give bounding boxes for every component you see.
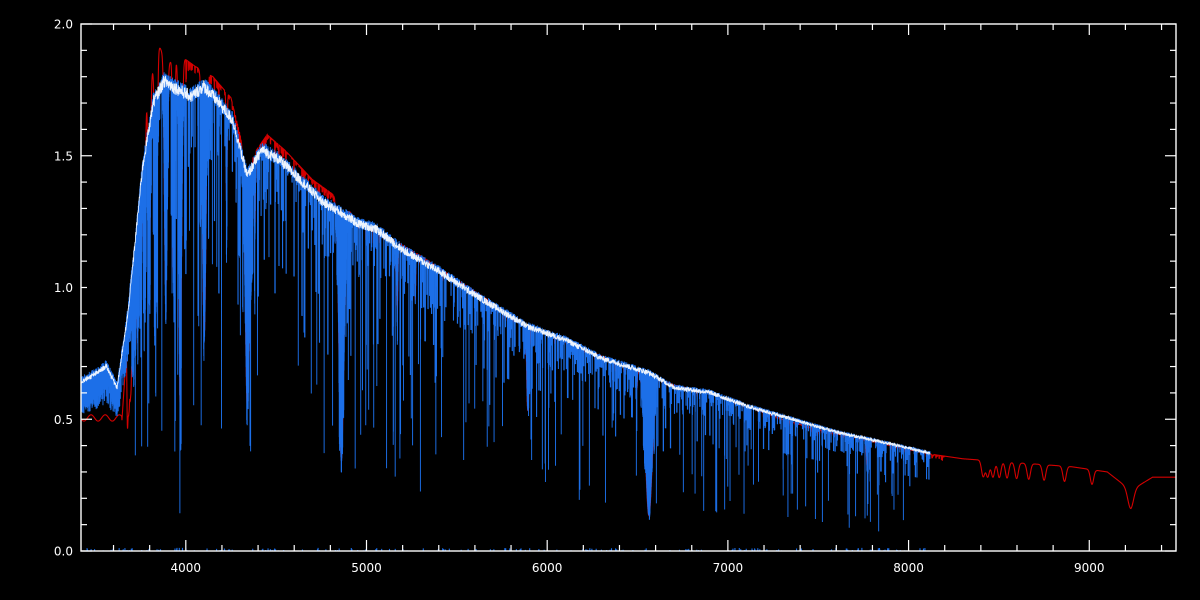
- tick-label-layer: 4000 5000 6000 7000 8000 9000 0.0 0.5 1.0 1.5 2.0: [54, 18, 1105, 576]
- x-tick-label: 8000: [893, 561, 924, 575]
- y-tick-label: 1.0: [54, 281, 73, 295]
- y-tick-label: 2.0: [54, 18, 73, 32]
- x-tick-label: 7000: [713, 561, 744, 575]
- x-tick-label: 5000: [351, 561, 382, 575]
- x-tick-label: 9000: [1074, 561, 1105, 575]
- axis-layer: [80, 23, 1177, 552]
- white-noise-overlay-line: [81, 75, 931, 456]
- y-tick-label: 0.5: [54, 413, 73, 427]
- x-tick-label: 4000: [171, 561, 202, 575]
- x-tick-label: 6000: [532, 561, 563, 575]
- y-tick-label: 0.0: [54, 545, 73, 559]
- y-tick-label: 1.5: [54, 149, 73, 163]
